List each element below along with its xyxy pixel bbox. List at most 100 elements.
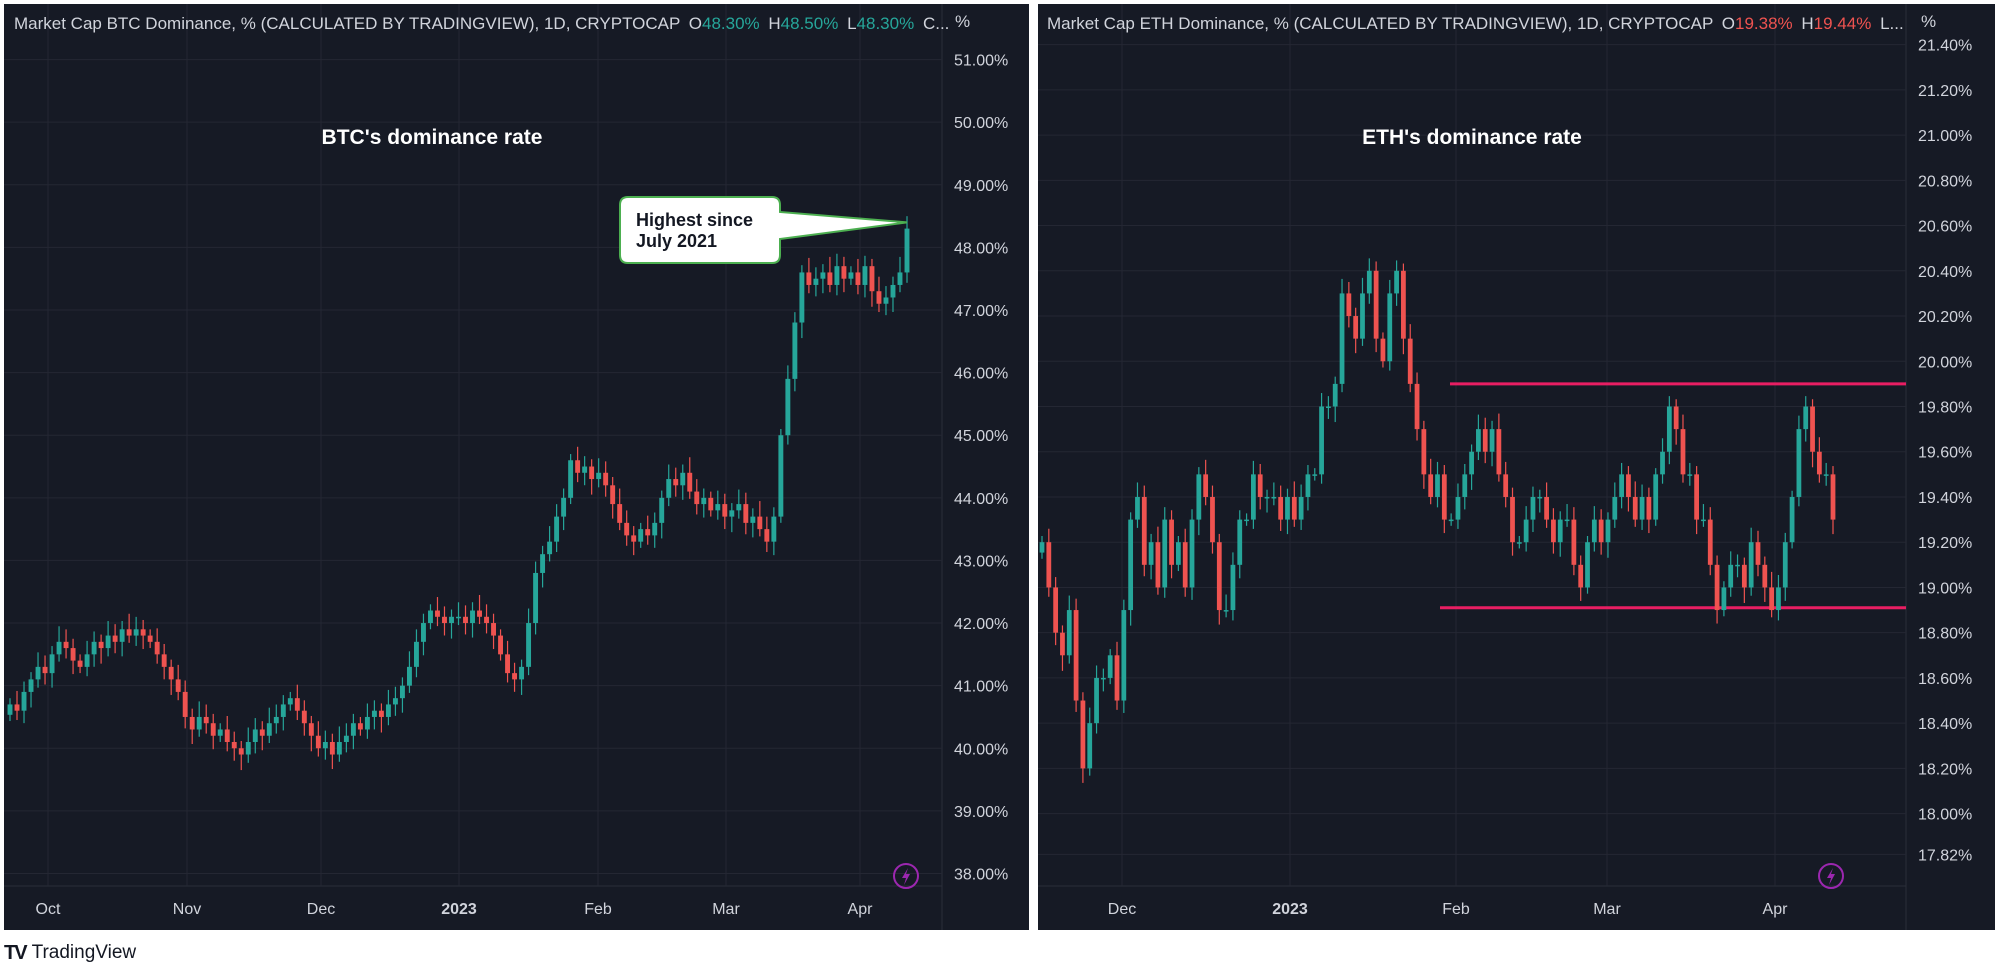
candle-body: [1066, 610, 1072, 656]
candle-body: [1503, 474, 1509, 497]
btc-candlestick-chart[interactable]: 51.00% 50.00% 49.00% 48.00% 47.00% 46.00% 45.0…: [4, 4, 1029, 930]
eth-unit-label: %: [1921, 12, 1937, 31]
candle-body: [680, 472, 686, 486]
candle-body: [1428, 474, 1434, 497]
candle-body: [589, 466, 595, 480]
candle-body: [1421, 429, 1427, 475]
candle-body: [1155, 542, 1161, 588]
candle-body: [1707, 519, 1713, 565]
candle-body: [750, 516, 756, 523]
chart-title: ETH's dominance rate: [1362, 126, 1582, 149]
lightning-bolt-icon[interactable]: [1818, 863, 1844, 889]
candle-body: [1100, 677, 1106, 680]
candle-body: [1121, 610, 1127, 701]
candle-body: [1291, 496, 1297, 520]
candle-body: [554, 516, 560, 542]
candle-body: [1237, 519, 1243, 565]
candle-body: [1141, 496, 1147, 565]
btc-legend-l-label: L: [847, 14, 857, 33]
candle-body: [1782, 542, 1788, 588]
candle-body: [519, 666, 525, 680]
x-tick-label: Oct: [36, 901, 61, 918]
lightning-bolt-icon[interactable]: [893, 863, 919, 889]
y-tick-label: 51.00%: [954, 53, 1008, 70]
candle-body: [119, 629, 125, 642]
candle-body: [266, 723, 272, 736]
y-tick-label: 44.00%: [954, 491, 1008, 508]
candle-body: [238, 748, 244, 755]
eth-dominance-chart-panel[interactable]: 21.40% 21.20% 21.00% 20.80% 20.60% 20.40% 20.2…: [1038, 4, 1995, 930]
btc-legend-o-label: O: [688, 14, 702, 33]
candle-body: [1823, 474, 1829, 476]
annotation-line-2: July 2021: [636, 231, 717, 251]
candle-body: [1182, 542, 1188, 588]
candle-body: [1571, 519, 1577, 565]
eth-legend-title: Market Cap ETH Dominance, % (CALCULATED …: [1047, 14, 1714, 33]
y-tick-label: 43.00%: [954, 553, 1008, 570]
eth-legend-o-value: 19.38%: [1734, 14, 1793, 33]
chart-title: BTC's dominance rate: [322, 126, 543, 149]
candle-body: [715, 504, 721, 511]
candle-body: [771, 516, 777, 542]
candle-body: [1680, 429, 1686, 475]
candle-body: [526, 623, 532, 667]
candle-body: [84, 654, 90, 667]
candle-body: [1373, 270, 1379, 339]
candle-body: [105, 635, 111, 649]
candle-body: [189, 716, 195, 730]
candle-body: [1660, 451, 1665, 475]
candle-body: [708, 497, 714, 511]
candle-body: [133, 629, 139, 636]
x-tick-label: Feb: [584, 901, 612, 918]
candle-body: [1578, 564, 1584, 588]
candle-body: [1748, 542, 1754, 588]
btc-legend-o-value: 48.30%: [701, 14, 760, 33]
candle-body: [1360, 293, 1365, 339]
candle-body: [855, 272, 861, 285]
candle-body: [1162, 519, 1168, 588]
y-tick-label: 20.60%: [1918, 219, 1972, 236]
tradingview-footer[interactable]: TV TradingView: [4, 940, 136, 966]
x-tick-label: Dec: [307, 901, 335, 918]
candle-body: [399, 685, 405, 699]
candle-body: [1816, 451, 1822, 475]
candle-body: [1523, 519, 1529, 543]
eth-chart-legend: Market Cap ETH Dominance, % (CALCULATED …: [1047, 14, 1904, 34]
candle-body: [1135, 496, 1140, 520]
candle-body: [1605, 519, 1611, 543]
candle-body: [1189, 519, 1195, 588]
btc-legend-h-label: H: [768, 14, 781, 33]
candle-body: [1175, 542, 1181, 565]
candle-body: [336, 742, 342, 755]
candle-body: [210, 723, 216, 736]
candle-body: [245, 742, 251, 755]
candle-body: [1251, 474, 1256, 520]
candle-body: [294, 698, 300, 711]
candle-body: [329, 742, 335, 755]
eth-candlestick-chart[interactable]: 21.40% 21.20% 21.00% 20.80% 20.60% 20.40% 20.2…: [1038, 4, 1995, 930]
candle-body: [1803, 406, 1809, 430]
x-tick-label: 2023: [1272, 901, 1308, 918]
candle-body: [1564, 519, 1570, 522]
candle-body: [1469, 451, 1474, 475]
candle-body: [1230, 564, 1236, 611]
candle-body: [63, 641, 69, 649]
candle-body: [652, 522, 658, 536]
candle-body: [217, 729, 223, 736]
btc-legend-tail: C...: [922, 14, 950, 33]
eth-legend-l-label: L...: [1880, 14, 1904, 33]
candle-body: [470, 610, 475, 624]
candle-body: [1060, 632, 1065, 656]
candle-body: [1448, 519, 1454, 522]
candle-body: [70, 648, 76, 661]
candle-body: [280, 704, 286, 717]
candle-body: [1046, 542, 1052, 588]
candle-body: [813, 278, 819, 285]
candle-body: [1789, 496, 1795, 543]
candle-body: [764, 529, 770, 542]
candle-body: [743, 504, 749, 523]
candle-body: [659, 497, 665, 523]
candle-body: [1312, 474, 1318, 476]
y-tick-label: 19.20%: [1918, 535, 1972, 552]
btc-dominance-chart-panel[interactable]: 51.00% 50.00% 49.00% 48.00% 47.00% 46.00% 45.0…: [4, 4, 1029, 930]
